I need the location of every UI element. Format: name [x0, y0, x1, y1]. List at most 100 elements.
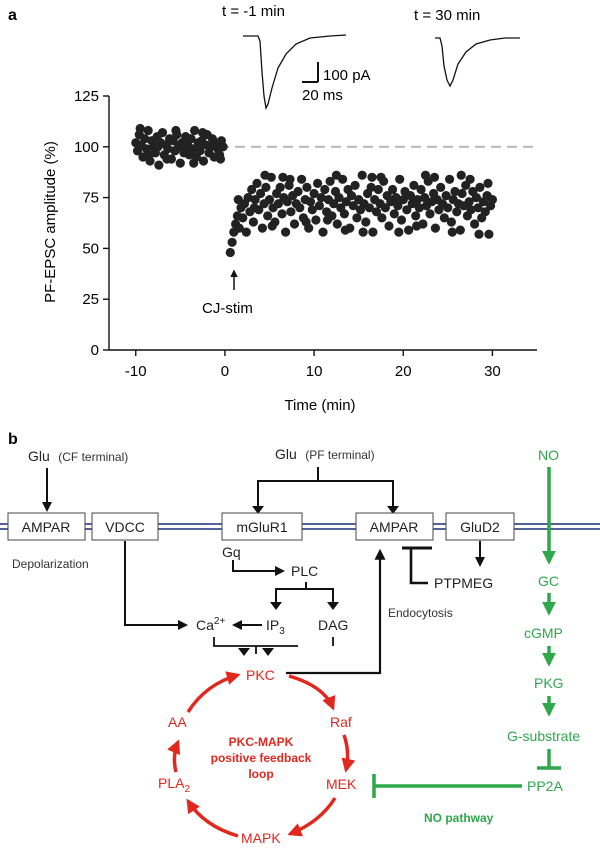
data-point — [384, 221, 394, 231]
svg-text:AMPAR: AMPAR — [22, 519, 71, 535]
loop-arc-pla2-aa — [167, 739, 181, 773]
data-point — [289, 219, 300, 229]
scale-bar: 100 pA 20 ms — [302, 62, 371, 104]
data-point — [411, 211, 421, 221]
data-point — [395, 174, 405, 184]
svg-text:VDCC: VDCC — [105, 519, 145, 535]
data-point — [373, 184, 383, 195]
y-tick-label: 50 — [82, 240, 99, 257]
data-point — [340, 225, 350, 235]
data-point — [180, 144, 190, 154]
data-point — [143, 125, 153, 136]
endocytosis-label: Endocytosis — [388, 606, 453, 620]
data-point — [175, 158, 185, 168]
ampar-pf-box: AMPAR — [355, 512, 434, 541]
data-point — [350, 180, 360, 190]
data-point — [302, 182, 312, 192]
data-point — [144, 150, 154, 160]
data-point — [420, 170, 431, 180]
gsubstrate-label: G-substrate — [507, 728, 580, 744]
data-point — [227, 237, 237, 247]
data-point — [320, 184, 330, 195]
data-point — [186, 134, 196, 144]
raf-label: Raf — [330, 714, 352, 730]
gq-label: Gq — [222, 544, 241, 560]
glu-pf-arrowhead-right — [387, 506, 399, 514]
data-point — [206, 140, 217, 150]
data-point — [311, 215, 321, 225]
no-label: NO — [538, 447, 559, 463]
data-point — [377, 213, 387, 223]
data-point — [260, 170, 270, 180]
x-axis-title: Time (min) — [284, 397, 355, 414]
data-point — [361, 217, 371, 227]
ip3-label: IP3 — [266, 617, 285, 637]
y-axis-title: PF-EPSC amplitude (%) — [42, 141, 59, 303]
y-tick-label: 0 — [91, 342, 99, 359]
data-point — [322, 215, 333, 225]
svg-text:mGluR1: mGluR1 — [236, 519, 288, 535]
data-point — [371, 207, 382, 217]
data-point — [414, 203, 424, 213]
data-point — [264, 195, 275, 205]
data-point — [297, 174, 307, 184]
loop-title-line-3: loop — [248, 767, 273, 781]
trace-label-after: t = 30 min — [414, 7, 480, 24]
pkc-mapk-loop: PKC Raf MEK MAPK PLA2 AA PKC-MAPK positi… — [158, 667, 357, 846]
data-point — [429, 172, 440, 182]
y-tick-label: 25 — [82, 291, 99, 308]
data-point — [484, 229, 494, 239]
data-point — [318, 227, 328, 237]
data-point — [436, 182, 446, 192]
mglur1-box: mGluR1 — [221, 512, 303, 541]
data-point — [286, 207, 296, 217]
data-point — [135, 123, 145, 134]
data-point — [457, 188, 467, 199]
data-point — [475, 182, 485, 192]
pkg-label: PKG — [534, 675, 564, 691]
loop-title-line-1: PKC-MAPK — [229, 735, 294, 749]
data-point — [473, 203, 483, 213]
data-point — [171, 125, 181, 136]
ampar-cf-box: AMPAR — [7, 512, 86, 541]
no-pathway-label: NO pathway — [424, 811, 494, 825]
data-point — [480, 207, 490, 217]
data-point — [455, 225, 465, 235]
data-point — [162, 154, 172, 164]
scale-bar-time: 20 ms — [302, 87, 343, 104]
data-point — [346, 191, 357, 201]
data-point — [341, 197, 351, 207]
cj-stim-label: CJ-stim — [202, 300, 253, 317]
data-point — [376, 172, 386, 182]
data-point — [456, 170, 466, 180]
data-point — [215, 154, 226, 164]
data-point — [261, 182, 271, 192]
depolarization-label: Depolarization — [12, 557, 89, 571]
loop-title-line-2: positive feedback — [211, 751, 312, 765]
data-point — [447, 227, 457, 237]
data-point — [329, 199, 339, 209]
data-point — [430, 223, 440, 233]
data-point — [358, 227, 368, 237]
data-point — [420, 193, 430, 203]
y-tick-label: 75 — [82, 190, 99, 207]
data-point — [391, 193, 401, 203]
dag-label: DAG — [318, 617, 348, 633]
scatter-chart: 0 25 50 75 100 125 -10 0 10 20 30 PF-EPSC amplitud… — [42, 88, 537, 414]
mapk-label: MAPK — [241, 830, 281, 846]
data-point — [487, 195, 497, 205]
pkc-to-ampar-arrow — [286, 548, 386, 675]
plc-branch-arrows — [275, 582, 334, 606]
epsc-trace-before — [243, 34, 347, 111]
data-point — [154, 160, 164, 170]
panel-b-label: b — [8, 431, 18, 448]
x-tick-label: 0 — [221, 363, 229, 380]
x-tick-label: 30 — [484, 363, 501, 380]
scale-bar-current: 100 pA — [323, 67, 371, 84]
data-point — [393, 201, 403, 211]
x-tick-label: -10 — [125, 363, 147, 380]
plc-to-ip3-arrowhead — [270, 602, 282, 610]
data-point — [218, 142, 228, 152]
data-point — [380, 203, 390, 213]
